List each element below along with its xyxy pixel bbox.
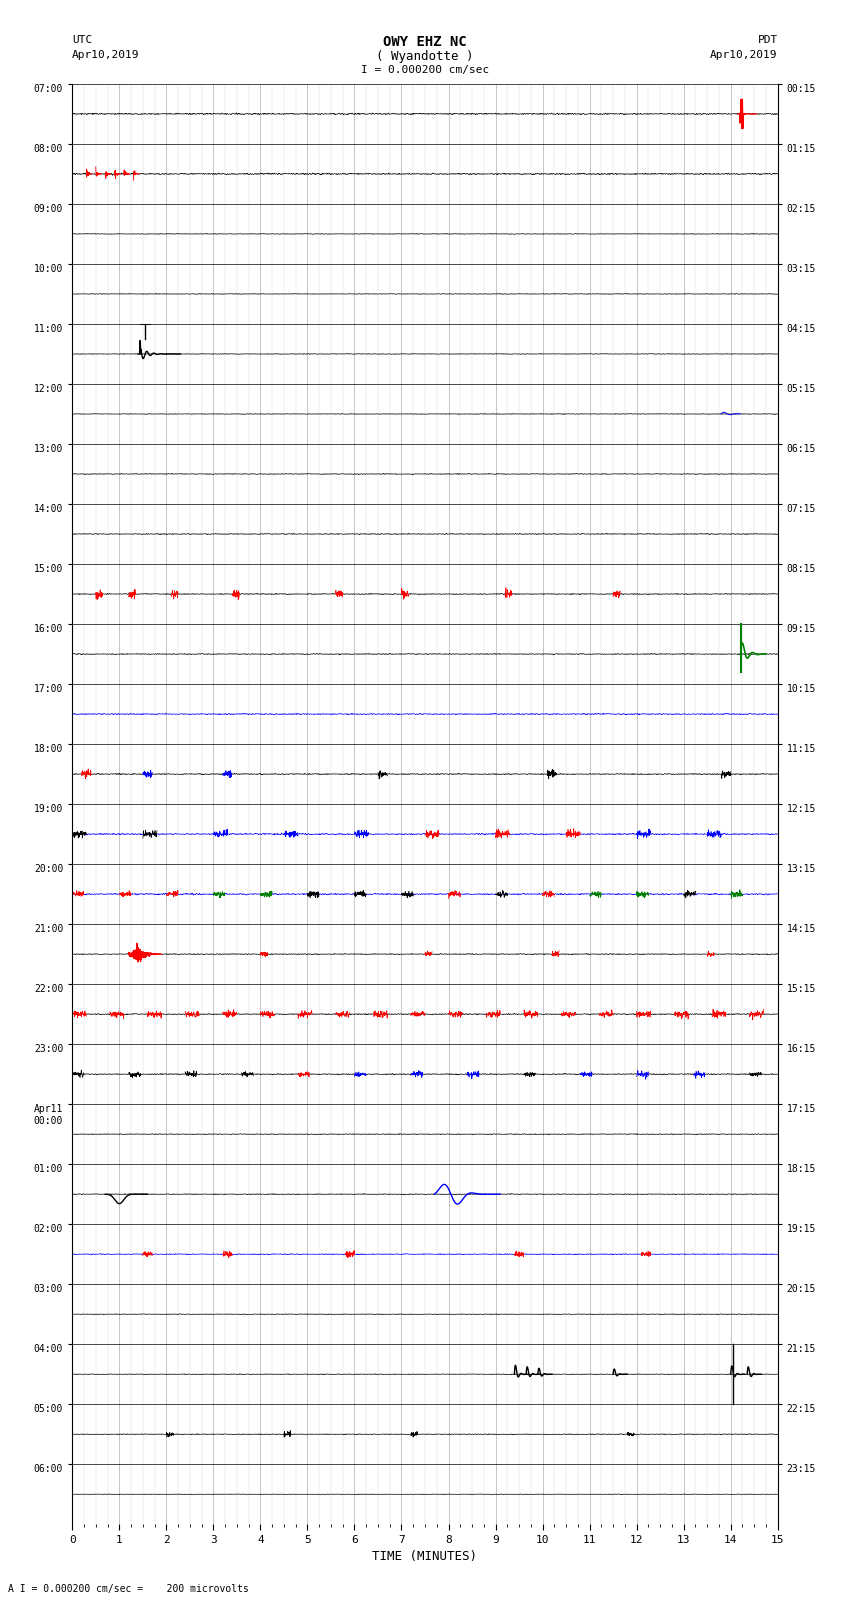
Text: I = 0.000200 cm/sec: I = 0.000200 cm/sec xyxy=(361,65,489,74)
Text: OWY EHZ NC: OWY EHZ NC xyxy=(383,35,467,50)
Text: Apr10,2019: Apr10,2019 xyxy=(72,50,139,60)
X-axis label: TIME (MINUTES): TIME (MINUTES) xyxy=(372,1550,478,1563)
Text: A I = 0.000200 cm/sec =    200 microvolts: A I = 0.000200 cm/sec = 200 microvolts xyxy=(8,1584,249,1594)
Text: PDT: PDT xyxy=(757,35,778,45)
Text: Apr10,2019: Apr10,2019 xyxy=(711,50,778,60)
Text: ( Wyandotte ): ( Wyandotte ) xyxy=(377,50,473,63)
Text: UTC: UTC xyxy=(72,35,93,45)
